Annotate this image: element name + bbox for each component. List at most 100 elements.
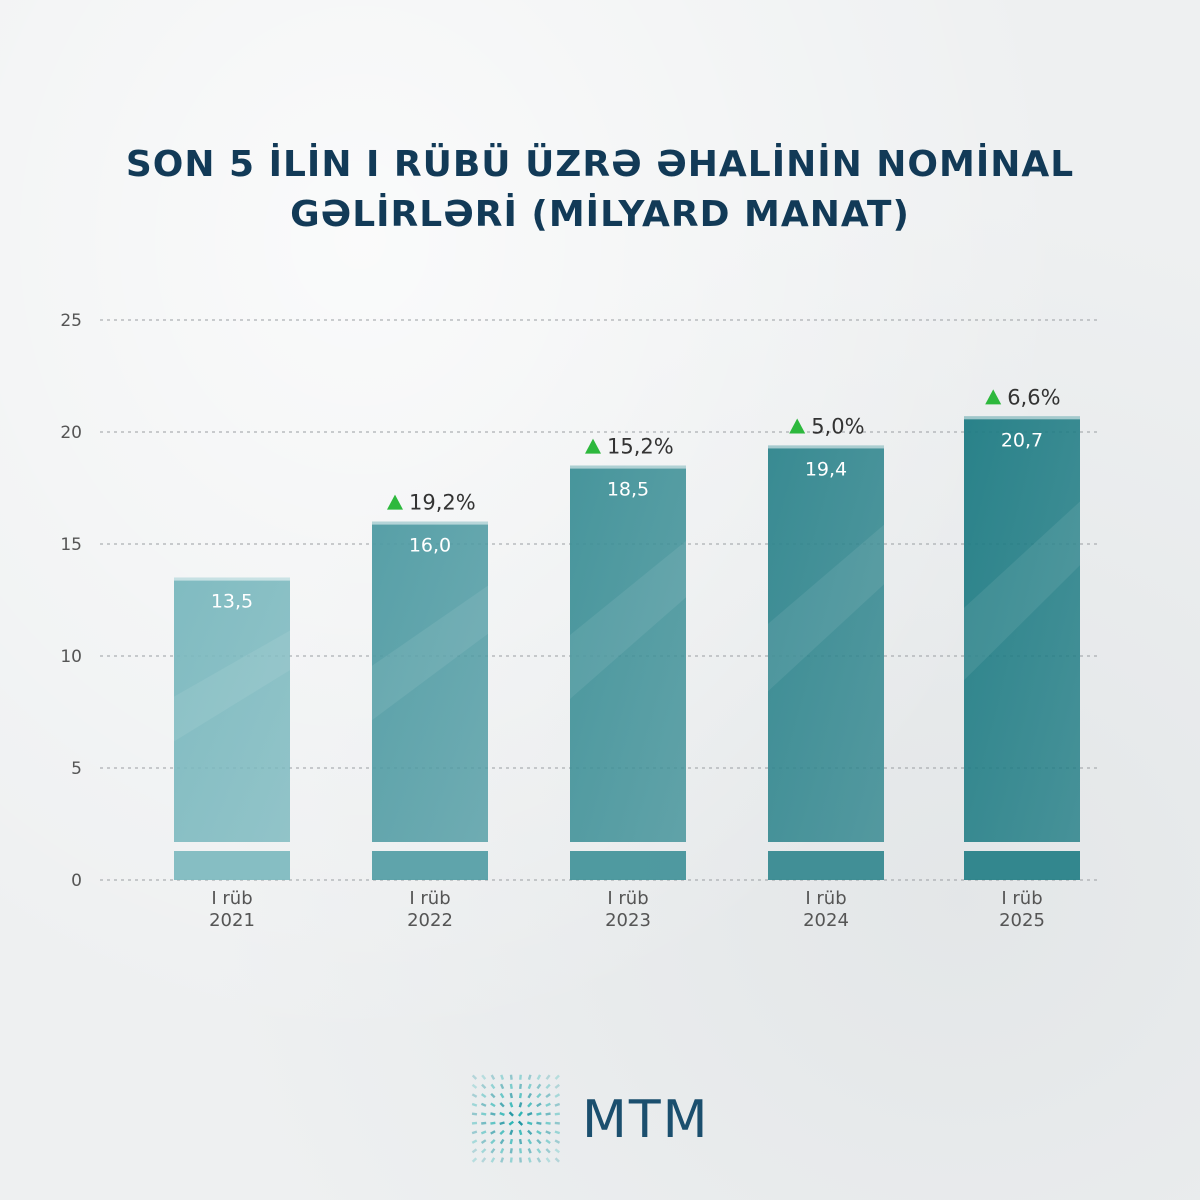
bar-base-segment bbox=[964, 851, 1080, 880]
chart-title-line-1: SON 5 İLİN I RÜBÜ ÜZRƏ ƏHALİNİN NOMİNAL bbox=[125, 144, 1075, 185]
logo-mark bbox=[480, 1093, 487, 1099]
bar-value-label: 19,4 bbox=[805, 458, 847, 480]
x-tick-label: I rüb bbox=[805, 888, 846, 909]
logo-mark bbox=[471, 1157, 478, 1163]
logo-mark bbox=[518, 1148, 523, 1154]
logo-mark bbox=[490, 1102, 496, 1108]
logo-mark bbox=[527, 1129, 533, 1136]
bar-texture bbox=[372, 585, 488, 721]
logo-mark bbox=[499, 1121, 505, 1126]
logo-mark bbox=[536, 1138, 542, 1145]
logo-mark bbox=[471, 1112, 478, 1116]
growth-arrow-icon bbox=[789, 418, 806, 434]
logo-mark bbox=[518, 1092, 523, 1099]
y-tick-label: 25 bbox=[60, 311, 82, 331]
logo-mark bbox=[527, 1138, 533, 1145]
logo-mark bbox=[554, 1157, 560, 1163]
logo-mark bbox=[490, 1139, 496, 1145]
chart-title: SON 5 İLİN I RÜBÜ ÜZRƏ ƏHALİNİN NOMİNAL … bbox=[0, 140, 1200, 240]
logo-mark bbox=[471, 1083, 478, 1089]
logo-mark bbox=[509, 1074, 513, 1080]
logo-mark bbox=[490, 1121, 496, 1125]
bar-base-segment bbox=[372, 851, 488, 880]
logo-mark bbox=[499, 1112, 505, 1116]
logo-mark bbox=[471, 1074, 478, 1080]
bar-base-segment bbox=[570, 851, 686, 880]
logo-mark bbox=[509, 1092, 514, 1099]
logo-mark bbox=[554, 1112, 560, 1116]
logo-mark bbox=[481, 1148, 487, 1154]
logo-mark bbox=[490, 1148, 496, 1154]
logo-mark bbox=[471, 1139, 478, 1144]
y-tick-label: 0 bbox=[71, 871, 82, 891]
logo-mark bbox=[480, 1139, 487, 1145]
logo-mark bbox=[509, 1083, 513, 1090]
logo-mark bbox=[490, 1112, 496, 1116]
growth-label: 19,2% bbox=[409, 491, 476, 515]
logo-mark bbox=[480, 1102, 487, 1107]
x-tick-label: I rüb bbox=[607, 888, 648, 909]
mtm-logo-icon bbox=[471, 1074, 561, 1163]
logo-mark bbox=[490, 1130, 496, 1135]
logo-mark bbox=[509, 1148, 513, 1154]
growth-label: 6,6% bbox=[1007, 385, 1060, 409]
logo-mark bbox=[545, 1130, 551, 1135]
y-tick-label: 20 bbox=[60, 423, 82, 443]
logo-mark bbox=[481, 1157, 487, 1163]
logo-mark bbox=[536, 1148, 542, 1154]
x-tick-label: 2022 bbox=[407, 910, 453, 931]
growth-arrow-icon bbox=[985, 389, 1002, 405]
logo-mark bbox=[481, 1121, 487, 1125]
logo-mark bbox=[519, 1157, 522, 1163]
logo-mark bbox=[471, 1148, 478, 1154]
logo-mark bbox=[536, 1121, 542, 1125]
bar-base-segment bbox=[174, 851, 290, 880]
growth-label: 5,0% bbox=[811, 414, 864, 438]
x-tick-label: 2023 bbox=[605, 910, 651, 931]
bar-texture bbox=[174, 630, 290, 742]
y-tick-label: 15 bbox=[60, 535, 82, 555]
y-tick-label: 5 bbox=[71, 759, 82, 779]
bar-top-edge bbox=[964, 416, 1080, 420]
logo-mark bbox=[481, 1083, 487, 1090]
logo-mark bbox=[481, 1074, 487, 1080]
logo-mark bbox=[527, 1092, 532, 1099]
logo-mark bbox=[545, 1157, 551, 1163]
growth-label: 15,2% bbox=[607, 435, 674, 459]
logo-mark bbox=[509, 1138, 514, 1145]
logo-mark bbox=[508, 1120, 515, 1126]
logo-mark bbox=[518, 1138, 523, 1145]
logo-mark bbox=[536, 1083, 542, 1090]
logo-mark bbox=[519, 1074, 522, 1080]
logo-mark bbox=[490, 1092, 496, 1099]
logo-mark bbox=[518, 1102, 523, 1108]
bar-texture bbox=[964, 501, 1080, 681]
logo-mark bbox=[545, 1102, 551, 1107]
logo-mark bbox=[554, 1093, 561, 1098]
bar-top-edge bbox=[372, 521, 488, 525]
logo-mark bbox=[480, 1130, 487, 1135]
logo-mark bbox=[545, 1121, 551, 1125]
logo-mark bbox=[526, 1121, 533, 1126]
logo-mark bbox=[499, 1129, 505, 1135]
bar bbox=[570, 465, 686, 842]
logo-mark bbox=[471, 1121, 478, 1125]
logo-mark bbox=[527, 1148, 532, 1154]
logo-mark bbox=[545, 1112, 551, 1116]
logo-mark bbox=[527, 1083, 532, 1090]
logo-mark bbox=[499, 1083, 505, 1090]
logo-mark bbox=[471, 1102, 478, 1107]
logo-mark bbox=[509, 1129, 514, 1136]
x-tick-label: I rüb bbox=[1001, 888, 1042, 909]
bar-value-label: 20,7 bbox=[1001, 429, 1043, 451]
y-tick-label: 10 bbox=[60, 647, 82, 667]
logo-mark bbox=[509, 1157, 513, 1163]
logo-mark bbox=[554, 1083, 561, 1089]
logo-mark bbox=[499, 1102, 505, 1108]
logo-mark bbox=[536, 1102, 542, 1108]
logo-mark bbox=[536, 1157, 542, 1163]
logo-mark bbox=[490, 1083, 496, 1090]
logo-mark bbox=[554, 1148, 561, 1154]
x-tick-label: I rüb bbox=[211, 888, 252, 909]
bar-texture bbox=[768, 524, 884, 692]
